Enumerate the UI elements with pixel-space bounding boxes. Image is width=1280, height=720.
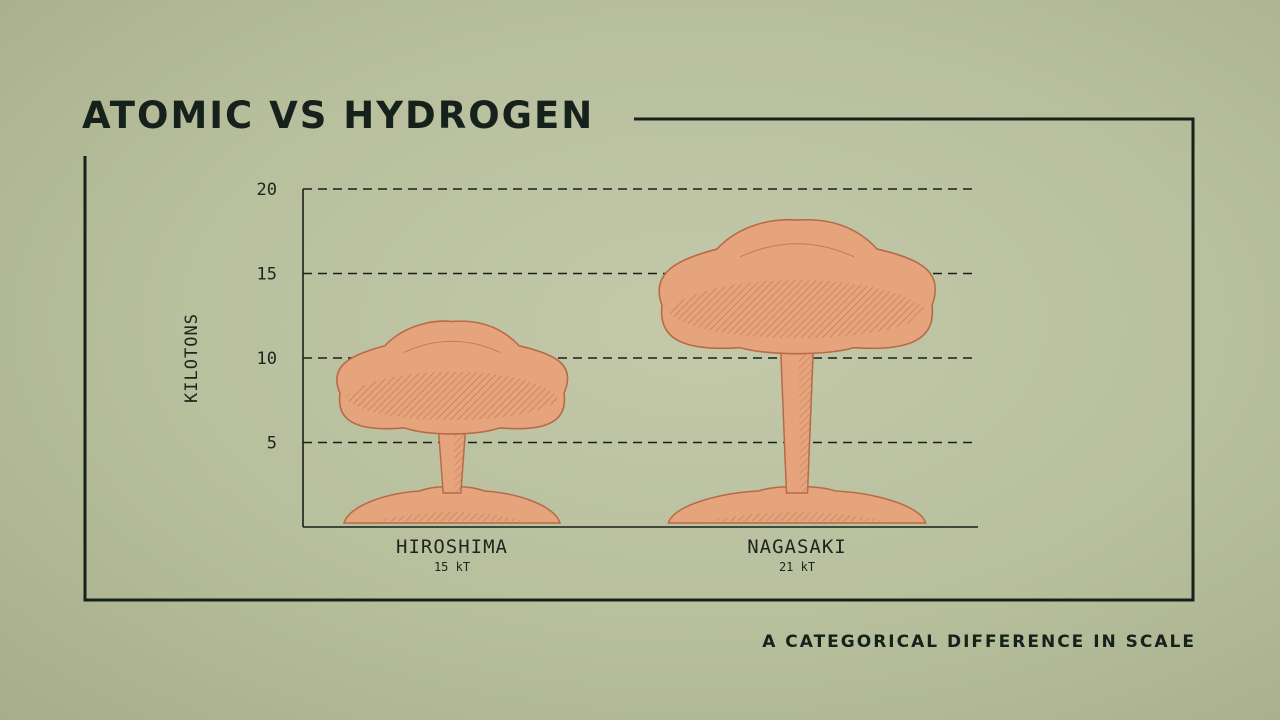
x-category-label-nagasaki: NAGASAKI	[747, 536, 847, 558]
cloud-stem-shading	[798, 345, 814, 493]
mushroom-cloud-hiroshima	[336, 320, 569, 524]
cloud-base-shading	[376, 512, 528, 521]
y-tick-label-20: 20	[257, 180, 277, 200]
y-tick-label-10: 10	[257, 349, 277, 369]
page-title: ATOMIC VS HYDROGEN	[82, 94, 595, 137]
cloud-base-shading	[706, 512, 888, 521]
x-category-label-hiroshima: HIROSHIMA	[396, 536, 508, 558]
y-tick-label-5: 5	[267, 434, 277, 454]
page-subtitle: A CATEGORICAL DIFFERENCE IN SCALE	[762, 632, 1196, 652]
value-label-hiroshima: 15 kT	[434, 560, 470, 574]
value-label-nagasaki: 21 kT	[779, 560, 815, 574]
cloud-cap-shading	[668, 279, 926, 339]
cloud-cap-ridge	[739, 243, 855, 258]
cloud-cap-ridge	[403, 340, 501, 353]
cloud-stem-shading	[453, 425, 466, 493]
y-tick-label-15: 15	[257, 265, 277, 285]
mushroom-cloud-nagasaki	[658, 218, 937, 524]
y-axis-label: KILOTONS	[182, 313, 202, 403]
cloud-cap-shading	[346, 371, 558, 421]
